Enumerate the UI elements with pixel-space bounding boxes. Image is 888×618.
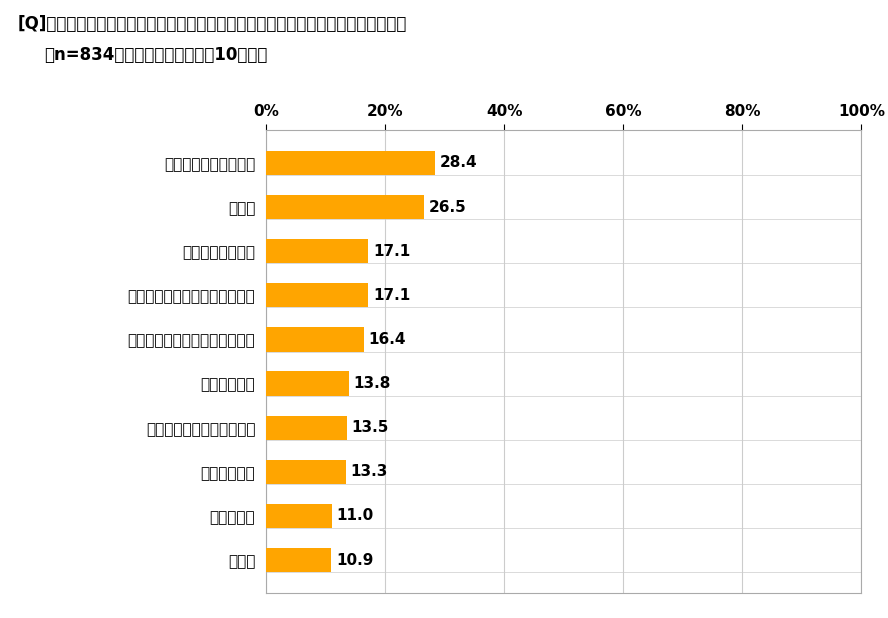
Text: （n=834・複数回答のうち上位10項目）: （n=834・複数回答のうち上位10項目） (44, 46, 268, 64)
Text: 17.1: 17.1 (373, 243, 410, 259)
Bar (266, 195, 424, 219)
Bar (266, 151, 435, 175)
Text: 17.1: 17.1 (373, 288, 410, 303)
Text: 16.4: 16.4 (369, 332, 406, 347)
Bar (266, 504, 332, 528)
Bar (266, 283, 369, 308)
Text: 10.9: 10.9 (336, 552, 373, 567)
Bar (266, 548, 331, 572)
Text: 13.5: 13.5 (352, 420, 389, 435)
Text: [Q]作ってみたい、作り方を知りたいと思う韓国料理のメニューを教えてください。: [Q]作ってみたい、作り方を知りたいと思う韓国料理のメニューを教えてください。 (18, 15, 407, 33)
Text: 13.3: 13.3 (350, 464, 388, 480)
Text: 26.5: 26.5 (429, 200, 466, 214)
Bar (266, 328, 364, 352)
Bar (266, 460, 345, 484)
Bar (266, 239, 369, 263)
Bar (266, 415, 346, 440)
Text: 28.4: 28.4 (440, 156, 478, 171)
Text: 11.0: 11.0 (337, 509, 374, 523)
Bar (266, 371, 348, 396)
Text: 13.8: 13.8 (353, 376, 391, 391)
